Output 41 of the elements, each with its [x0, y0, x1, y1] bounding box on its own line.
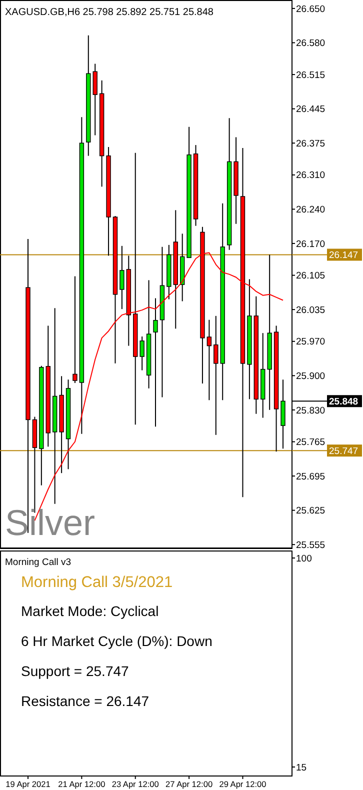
- category-label: 19 Apr 2021: [6, 779, 51, 789]
- y-tick-label: 26.445: [296, 104, 326, 116]
- y-tick-label: 26.240: [296, 204, 326, 216]
- y-tick-label: 26.105: [296, 270, 326, 282]
- category-label: 21 Apr 12:00: [58, 779, 106, 789]
- text: Morning Call v3: [5, 557, 71, 568]
- category-label: 27 Apr 12:00: [166, 779, 213, 789]
- candlestick: [120, 245, 124, 310]
- y-tick-label: 25.555: [296, 540, 326, 551]
- candlestick: [206, 319, 212, 401]
- category-label: 29 Apr 12:00: [219, 779, 267, 789]
- category-label: 23 Apr 12:00: [112, 779, 160, 789]
- y-tick-label: 25.765: [296, 437, 326, 448]
- y-tick-label: 26.035: [296, 304, 326, 316]
- y-tick-label: 26.375: [296, 138, 326, 150]
- y-tick-label: 25.625: [296, 506, 326, 517]
- candlestick: [72, 276, 78, 384]
- text: 100: [296, 553, 312, 564]
- text: 6 Hr Market Cycle (D%): Down: [21, 633, 212, 649]
- y-tick-label: 25.830: [296, 405, 326, 416]
- text: Support = 25.747: [21, 663, 130, 679]
- text: 25.848: [329, 396, 358, 408]
- y-tick-label: 26.310: [296, 170, 326, 182]
- y-tick-label: 25.970: [296, 336, 326, 348]
- y-tick-label: 25.695: [296, 471, 326, 482]
- text: Morning Call 3/5/2021: [21, 574, 173, 591]
- y-tick-label: 26.515: [296, 70, 326, 81]
- y-tick-label: 26.580: [296, 38, 326, 50]
- text: Market Mode: Cyclical: [21, 603, 159, 619]
- ref-line-label: 25.747: [329, 446, 358, 457]
- text: Resistance = 26.147: [21, 693, 150, 709]
- candlestick: [153, 298, 158, 428]
- y-tick-label: 26.650: [296, 4, 326, 15]
- candlestick: [92, 63, 98, 136]
- y-tick-label: 25.900: [296, 370, 326, 382]
- ref-line-label: 26.147: [329, 250, 358, 262]
- y-tick-label: 26.170: [296, 238, 326, 250]
- candlestick: [140, 336, 144, 371]
- text: 15: [296, 762, 307, 774]
- candlestick: [214, 315, 218, 436]
- chart-title: XAGUSD.GB,H6 25.798 25.892 25.751 25.848: [5, 7, 214, 18]
